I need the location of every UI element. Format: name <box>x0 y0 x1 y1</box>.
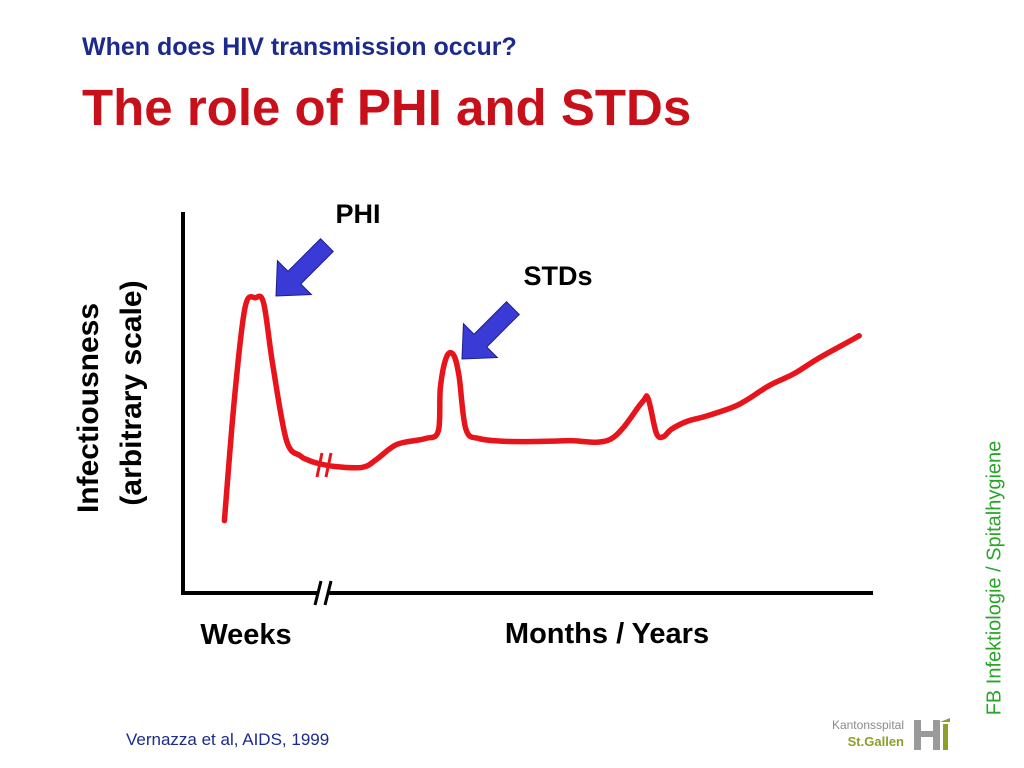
x-label-months-years: Months / Years <box>505 618 709 650</box>
logo-mark-icon <box>914 718 950 750</box>
logo-name-line1: Kantonsspital <box>831 718 904 732</box>
sidebar-department-label: FB Infektiologie / Spitalhygiene <box>983 440 1006 716</box>
curve-break-mark <box>324 452 333 478</box>
y-axis-label-line1: Infectiousness <box>72 303 105 513</box>
phi-label: PHI <box>335 199 380 229</box>
curve-break-mark <box>315 452 324 478</box>
phi-arrow-icon <box>275 238 334 297</box>
infectiousness-curve <box>221 293 862 524</box>
y-axis-label-line2: (arbitrary scale) <box>115 280 148 505</box>
x-axis-break-mark <box>313 580 323 606</box>
hospital-logo: Kantonsspital St.Gallen <box>812 712 962 756</box>
stds-arrow-icon <box>461 301 520 360</box>
slide-subtitle: The role of PHI and STDs <box>82 79 692 136</box>
logo-name-line2: St.Gallen <box>847 734 904 749</box>
stds-label: STDs <box>523 261 592 291</box>
x-axis-break-mark <box>323 580 333 606</box>
x-label-weeks: Weeks <box>200 619 291 651</box>
citation: Vernazza et al, AIDS, 1999 <box>126 730 330 749</box>
slide-title: When does HIV transmission occur? <box>82 33 517 61</box>
